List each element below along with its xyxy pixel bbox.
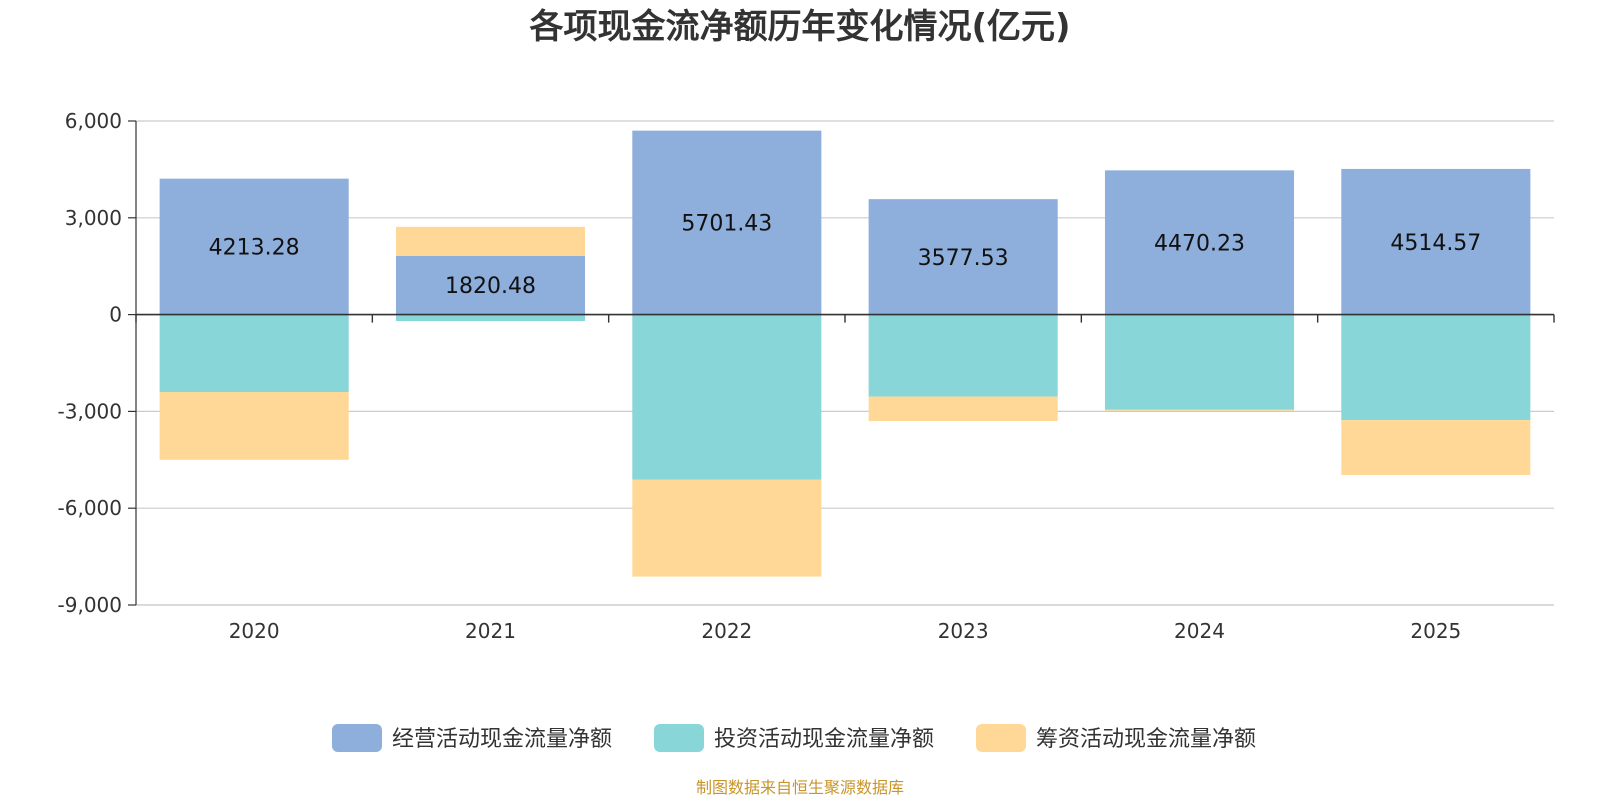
- y-tick-label: 3,000: [65, 206, 122, 230]
- y-tick-label: 6,000: [65, 109, 122, 133]
- x-tick-label: 2020: [229, 619, 280, 643]
- axes-layer: [128, 120, 1555, 606]
- bar-2025-series-1: [1341, 168, 1531, 315]
- bar-2023-series-3: [868, 396, 1058, 422]
- legend-label: 投资活动现金流量净额: [714, 727, 934, 752]
- bar-2020-series-2: [159, 314, 349, 393]
- legend-swatch: [332, 724, 382, 752]
- data-label: 1820.48: [445, 274, 536, 299]
- x-tick-label: 2024: [1174, 619, 1225, 643]
- legend: 经营活动现金流量净额 投资活动现金流量净额 筹资活动现金流量净额: [332, 724, 1256, 752]
- bar-2025-series-3: [1341, 420, 1531, 475]
- y-tick-label: -6,000: [58, 496, 122, 520]
- bar-2020-series-3: [159, 392, 349, 460]
- chart-title: 各项现金流净额历年变化情况(亿元): [529, 7, 1070, 47]
- grid-lines: [136, 120, 1554, 606]
- data-label: 4514.57: [1390, 231, 1481, 256]
- bar-2024-series-2: [1104, 314, 1295, 410]
- data-label: 5701.43: [681, 212, 772, 237]
- bar-2020-series-1: [159, 178, 349, 315]
- bar-2021-series-1: [395, 255, 586, 315]
- y-tick-label: 0: [109, 303, 122, 327]
- bars-layer: [159, 130, 1531, 577]
- bar-2025-series-2: [1341, 314, 1531, 421]
- bar-2021-series-2: [395, 314, 586, 322]
- x-tick-label: 2023: [938, 619, 989, 643]
- source-note: 制图数据来自恒生聚源数据库: [696, 778, 904, 797]
- bar-2024-series-1: [1104, 170, 1295, 315]
- data-label: 4470.23: [1154, 231, 1245, 256]
- labels-layer: 6,000 3,000 0 -3,000 -6,000 -9,000 4213.28 2020…: [58, 109, 1482, 643]
- legend-label: 经营活动现金流量净额: [392, 727, 612, 752]
- data-label: 4213.28: [209, 236, 300, 261]
- legend-swatch: [654, 724, 704, 752]
- x-tick-label: 2022: [701, 619, 752, 643]
- y-tick-label: -9,000: [58, 593, 122, 617]
- x-tick-label: 2025: [1410, 619, 1461, 643]
- bar-2023-series-1: [868, 199, 1058, 315]
- bar-2022-series-2: [632, 314, 822, 480]
- y-tick-label: -3,000: [58, 399, 122, 423]
- bar-2022-series-3: [632, 479, 822, 577]
- data-label: 3577.53: [918, 246, 1009, 271]
- x-tick-label: 2021: [465, 619, 516, 643]
- legend-swatch: [976, 724, 1026, 752]
- bar-2022-series-1: [632, 130, 822, 315]
- bar-2023-series-2: [868, 314, 1058, 397]
- legend-label: 筹资活动现金流量净额: [1036, 727, 1256, 752]
- bar-2021-series-3: [395, 226, 586, 256]
- bar-2024-series-3: [1104, 409, 1295, 411]
